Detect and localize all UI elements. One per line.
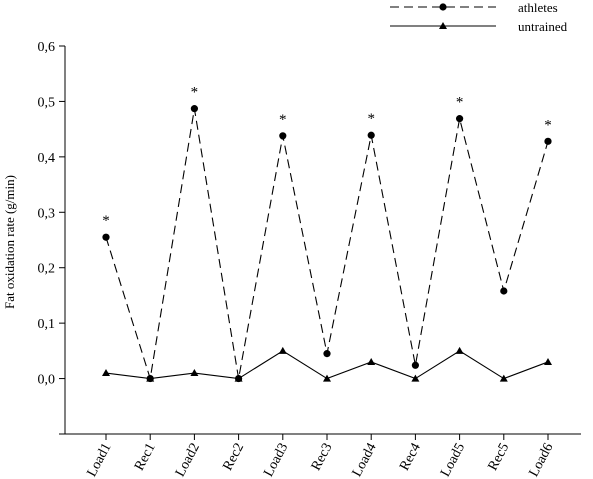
data-point-athletes bbox=[544, 137, 552, 145]
legend-label-untrained: untrained bbox=[518, 19, 568, 34]
legend-marker-athletes bbox=[439, 3, 447, 11]
x-tick-label: Load6 bbox=[526, 441, 556, 479]
x-tick-label: Rec2 bbox=[220, 441, 247, 473]
x-tick-label: Rec4 bbox=[397, 441, 424, 473]
x-tick-label: Load1 bbox=[84, 441, 114, 479]
x-tick-label: Load5 bbox=[438, 441, 468, 479]
x-tick-label: Rec3 bbox=[309, 441, 336, 473]
series-line-athletes bbox=[105, 108, 549, 379]
y-axis-title: Fat oxidation rate (g/min) bbox=[2, 175, 17, 309]
data-point-untrained bbox=[455, 346, 464, 354]
data-point-athletes bbox=[500, 287, 508, 295]
data-point-untrained bbox=[367, 357, 376, 365]
data-point-athletes bbox=[279, 132, 287, 140]
data-point-untrained bbox=[146, 374, 155, 382]
series-lines bbox=[105, 108, 549, 380]
data-point-untrained bbox=[278, 346, 287, 354]
y-tick-label: 0,5 bbox=[38, 95, 56, 110]
significance-annotations: * * * * * * bbox=[102, 85, 552, 230]
y-tick-label: 0,6 bbox=[38, 40, 56, 55]
significance-marker: * bbox=[279, 112, 287, 128]
x-tick-label: Load4 bbox=[350, 441, 380, 479]
legend-label-athletes: athletes bbox=[518, 0, 558, 15]
significance-marker: * bbox=[544, 117, 552, 133]
data-point-untrained bbox=[544, 357, 552, 365]
data-point-untrained bbox=[190, 369, 199, 377]
significance-marker: * bbox=[191, 85, 199, 101]
data-point-athletes bbox=[411, 361, 419, 369]
x-tick-label: Rec5 bbox=[486, 441, 513, 473]
x-axis-ticks: Load1 Rec1 Load2 Rec2 Load3 Rec3 Load4 Rec4 Load… bbox=[84, 434, 557, 479]
data-point-athletes bbox=[323, 350, 331, 358]
significance-marker: * bbox=[102, 213, 110, 229]
y-tick-label: 0,0 bbox=[38, 373, 56, 388]
y-tick-label: 0,4 bbox=[38, 151, 56, 166]
data-point-untrained bbox=[499, 374, 508, 382]
x-tick-label: Load2 bbox=[173, 441, 203, 479]
series-markers bbox=[102, 105, 552, 383]
y-tick-label: 0,2 bbox=[38, 262, 56, 277]
data-point-athletes bbox=[190, 105, 198, 113]
significance-marker: * bbox=[456, 95, 464, 111]
legend-marker-untrained bbox=[439, 22, 447, 29]
data-point-athletes bbox=[102, 233, 110, 241]
data-point-untrained bbox=[323, 374, 331, 382]
data-point-athletes bbox=[367, 131, 375, 139]
y-tick-label: 0,3 bbox=[38, 206, 56, 221]
x-tick-label: Rec1 bbox=[132, 441, 159, 473]
x-tick-label: Load3 bbox=[261, 441, 291, 479]
y-tick-label: 0,1 bbox=[38, 317, 56, 332]
significance-marker: * bbox=[367, 111, 375, 127]
data-point-untrained bbox=[102, 369, 110, 377]
data-point-athletes bbox=[456, 115, 464, 123]
legend: athletes untrained bbox=[390, 0, 568, 34]
y-axis-ticks: 0,0 0,1 0,2 0,3 0,4 0,5 0,6 bbox=[38, 40, 65, 435]
data-point-untrained bbox=[411, 374, 420, 382]
axes bbox=[64, 46, 581, 435]
data-point-untrained bbox=[234, 374, 243, 382]
